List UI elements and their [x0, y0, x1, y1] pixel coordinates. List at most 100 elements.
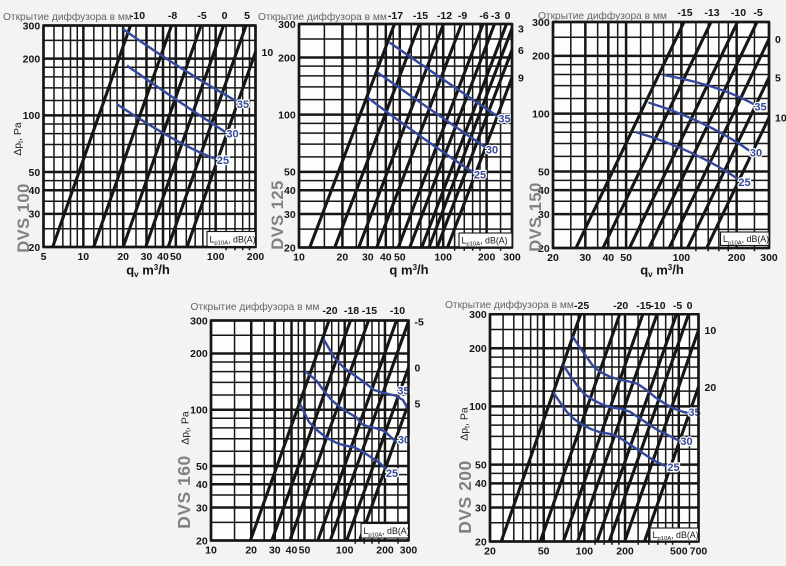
svg-text:25: 25 — [474, 170, 486, 182]
svg-text:-12: -12 — [437, 10, 452, 22]
svg-text:30: 30 — [226, 129, 238, 141]
svg-text:200: 200 — [247, 251, 265, 263]
svg-text:20: 20 — [538, 243, 550, 255]
svg-text:-5: -5 — [753, 7, 762, 19]
svg-text:-5: -5 — [673, 300, 682, 312]
svg-text:-6: -6 — [479, 10, 488, 22]
svg-text:0: 0 — [415, 363, 421, 375]
svg-text:-17: -17 — [388, 10, 403, 22]
svg-text:DVS 160: DVS 160 — [174, 455, 194, 529]
svg-text:3: 3 — [518, 24, 524, 36]
svg-text:5: 5 — [244, 10, 250, 22]
svg-text:25: 25 — [217, 155, 229, 167]
svg-text:300: 300 — [532, 17, 550, 29]
svg-text:100: 100 — [23, 110, 41, 122]
svg-text:300: 300 — [760, 252, 778, 264]
svg-text:700: 700 — [690, 546, 708, 558]
svg-text:50: 50 — [299, 545, 311, 557]
svg-text:35: 35 — [754, 102, 766, 114]
svg-text:50: 50 — [538, 166, 550, 178]
svg-text:20: 20 — [547, 252, 559, 264]
svg-text:35: 35 — [397, 386, 409, 398]
svg-text:-5: -5 — [415, 317, 424, 329]
svg-text:40: 40 — [475, 478, 487, 490]
svg-text:20: 20 — [245, 545, 257, 557]
svg-text:-18: -18 — [344, 305, 359, 317]
svg-text:200: 200 — [190, 348, 208, 360]
svg-text:-5: -5 — [197, 10, 206, 22]
svg-text:5: 5 — [415, 399, 421, 411]
svg-text:5: 5 — [775, 73, 781, 85]
svg-text:10: 10 — [262, 47, 274, 59]
svg-text:Δpt, Pa: Δpt, Pa — [12, 122, 25, 156]
svg-text:20: 20 — [284, 242, 296, 254]
svg-text:0: 0 — [505, 10, 511, 22]
svg-text:25: 25 — [386, 468, 398, 480]
svg-text:35: 35 — [498, 114, 510, 126]
svg-text:40: 40 — [286, 545, 298, 557]
svg-text:100: 100 — [532, 109, 550, 121]
svg-text:Δpt, Pa: Δpt, Pa — [180, 411, 193, 445]
svg-text:40: 40 — [538, 185, 550, 197]
svg-text:200: 200 — [616, 546, 634, 558]
svg-text:0: 0 — [775, 34, 781, 46]
svg-text:30: 30 — [538, 209, 550, 221]
svg-text:10: 10 — [293, 252, 305, 264]
svg-text:6: 6 — [518, 45, 524, 57]
svg-text:0: 0 — [687, 300, 693, 312]
svg-text:20: 20 — [475, 536, 487, 548]
svg-text:200: 200 — [478, 252, 496, 264]
svg-text:25: 25 — [667, 462, 679, 474]
svg-text:20: 20 — [196, 535, 208, 547]
svg-text:30: 30 — [579, 252, 591, 264]
svg-text:20: 20 — [117, 251, 129, 263]
svg-text:-15: -15 — [636, 300, 651, 312]
svg-text:qv m3/h: qv m3/h — [126, 262, 170, 279]
svg-text:50: 50 — [475, 459, 487, 471]
svg-text:35: 35 — [237, 99, 249, 111]
svg-text:100: 100 — [576, 546, 594, 558]
svg-text:Открытие диффузора в мм: Открытие диффузора в мм — [445, 299, 574, 311]
svg-text:10: 10 — [205, 545, 217, 557]
svg-text:100: 100 — [673, 252, 691, 264]
svg-text:30: 30 — [29, 209, 41, 221]
svg-text:50: 50 — [170, 251, 182, 263]
svg-text:-10: -10 — [390, 305, 405, 317]
svg-text:200: 200 — [532, 51, 550, 63]
svg-text:-3: -3 — [491, 10, 500, 22]
svg-text:300: 300 — [278, 19, 296, 31]
svg-text:100: 100 — [336, 545, 354, 557]
svg-text:-8: -8 — [168, 10, 177, 22]
svg-text:200: 200 — [376, 545, 394, 557]
svg-text:30: 30 — [680, 436, 692, 448]
svg-text:40: 40 — [157, 251, 169, 263]
svg-text:0: 0 — [222, 10, 228, 22]
svg-text:200: 200 — [728, 252, 746, 264]
svg-text:-15: -15 — [362, 305, 377, 317]
svg-text:40: 40 — [380, 252, 392, 264]
svg-text:200: 200 — [469, 343, 487, 355]
svg-text:-10: -10 — [650, 300, 665, 312]
svg-text:20: 20 — [29, 242, 41, 254]
svg-text:300: 300 — [23, 20, 41, 32]
svg-text:50: 50 — [620, 252, 632, 264]
svg-text:Открытие диффузора в мм: Открытие диффузора в мм — [3, 11, 132, 23]
svg-text:40: 40 — [284, 185, 296, 197]
svg-text:DVS 150: DVS 150 — [527, 182, 545, 252]
svg-text:Открытие диффузора в мм: Открытие диффузора в мм — [191, 301, 320, 313]
svg-text:10: 10 — [775, 113, 786, 125]
svg-text:30: 30 — [269, 545, 281, 557]
svg-text:40: 40 — [29, 185, 41, 197]
svg-text:30: 30 — [141, 251, 153, 263]
svg-text:30: 30 — [196, 502, 208, 514]
svg-text:5: 5 — [41, 251, 47, 263]
svg-text:-15: -15 — [677, 7, 692, 19]
svg-text:20: 20 — [484, 546, 496, 558]
svg-text:100: 100 — [434, 252, 452, 264]
svg-text:100: 100 — [207, 251, 225, 263]
svg-text:50: 50 — [538, 546, 550, 558]
svg-text:Δpt, Pa: Δpt, Pa — [459, 407, 472, 441]
svg-text:40: 40 — [602, 252, 614, 264]
svg-text:50: 50 — [196, 461, 208, 473]
svg-text:50: 50 — [284, 167, 296, 179]
